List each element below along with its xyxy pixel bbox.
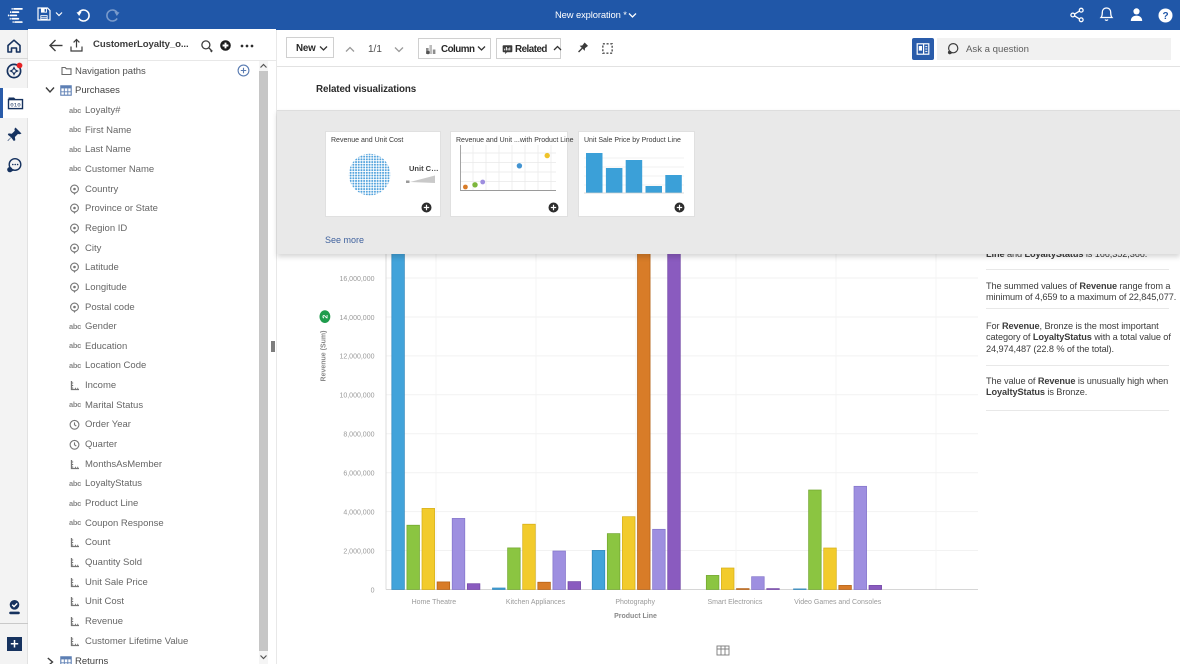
svg-text:2,000,000: 2,000,000 bbox=[343, 548, 374, 555]
svg-text:2: 2 bbox=[323, 315, 330, 319]
svg-text:0: 0 bbox=[371, 587, 375, 594]
svg-text:Home Theatre: Home Theatre bbox=[412, 599, 457, 606]
svg-text:Product Line: Product Line bbox=[614, 613, 657, 620]
svg-text:Unit C…: Unit C… bbox=[409, 164, 439, 173]
svg-text:8,000,000: 8,000,000 bbox=[343, 432, 374, 439]
svg-text:?: ? bbox=[1162, 11, 1168, 22]
svg-text:4,000,000: 4,000,000 bbox=[343, 509, 374, 516]
svg-text:12,000,000: 12,000,000 bbox=[339, 354, 374, 361]
svg-text:16,000,000: 16,000,000 bbox=[339, 276, 374, 283]
svg-text:Photography: Photography bbox=[615, 599, 655, 606]
svg-text:14,000,000: 14,000,000 bbox=[339, 315, 374, 322]
svg-text:6,000,000: 6,000,000 bbox=[343, 471, 374, 478]
svg-text:Video Games and Consoles: Video Games and Consoles bbox=[794, 599, 882, 606]
svg-text:10,000,000: 10,000,000 bbox=[339, 393, 374, 400]
svg-text:Revenue (Sum): Revenue (Sum) bbox=[320, 331, 327, 382]
svg-text:010: 010 bbox=[10, 101, 21, 108]
svg-text:Smart Electronics: Smart Electronics bbox=[707, 599, 762, 606]
svg-text:Kitchen Appliances: Kitchen Appliances bbox=[506, 599, 566, 606]
